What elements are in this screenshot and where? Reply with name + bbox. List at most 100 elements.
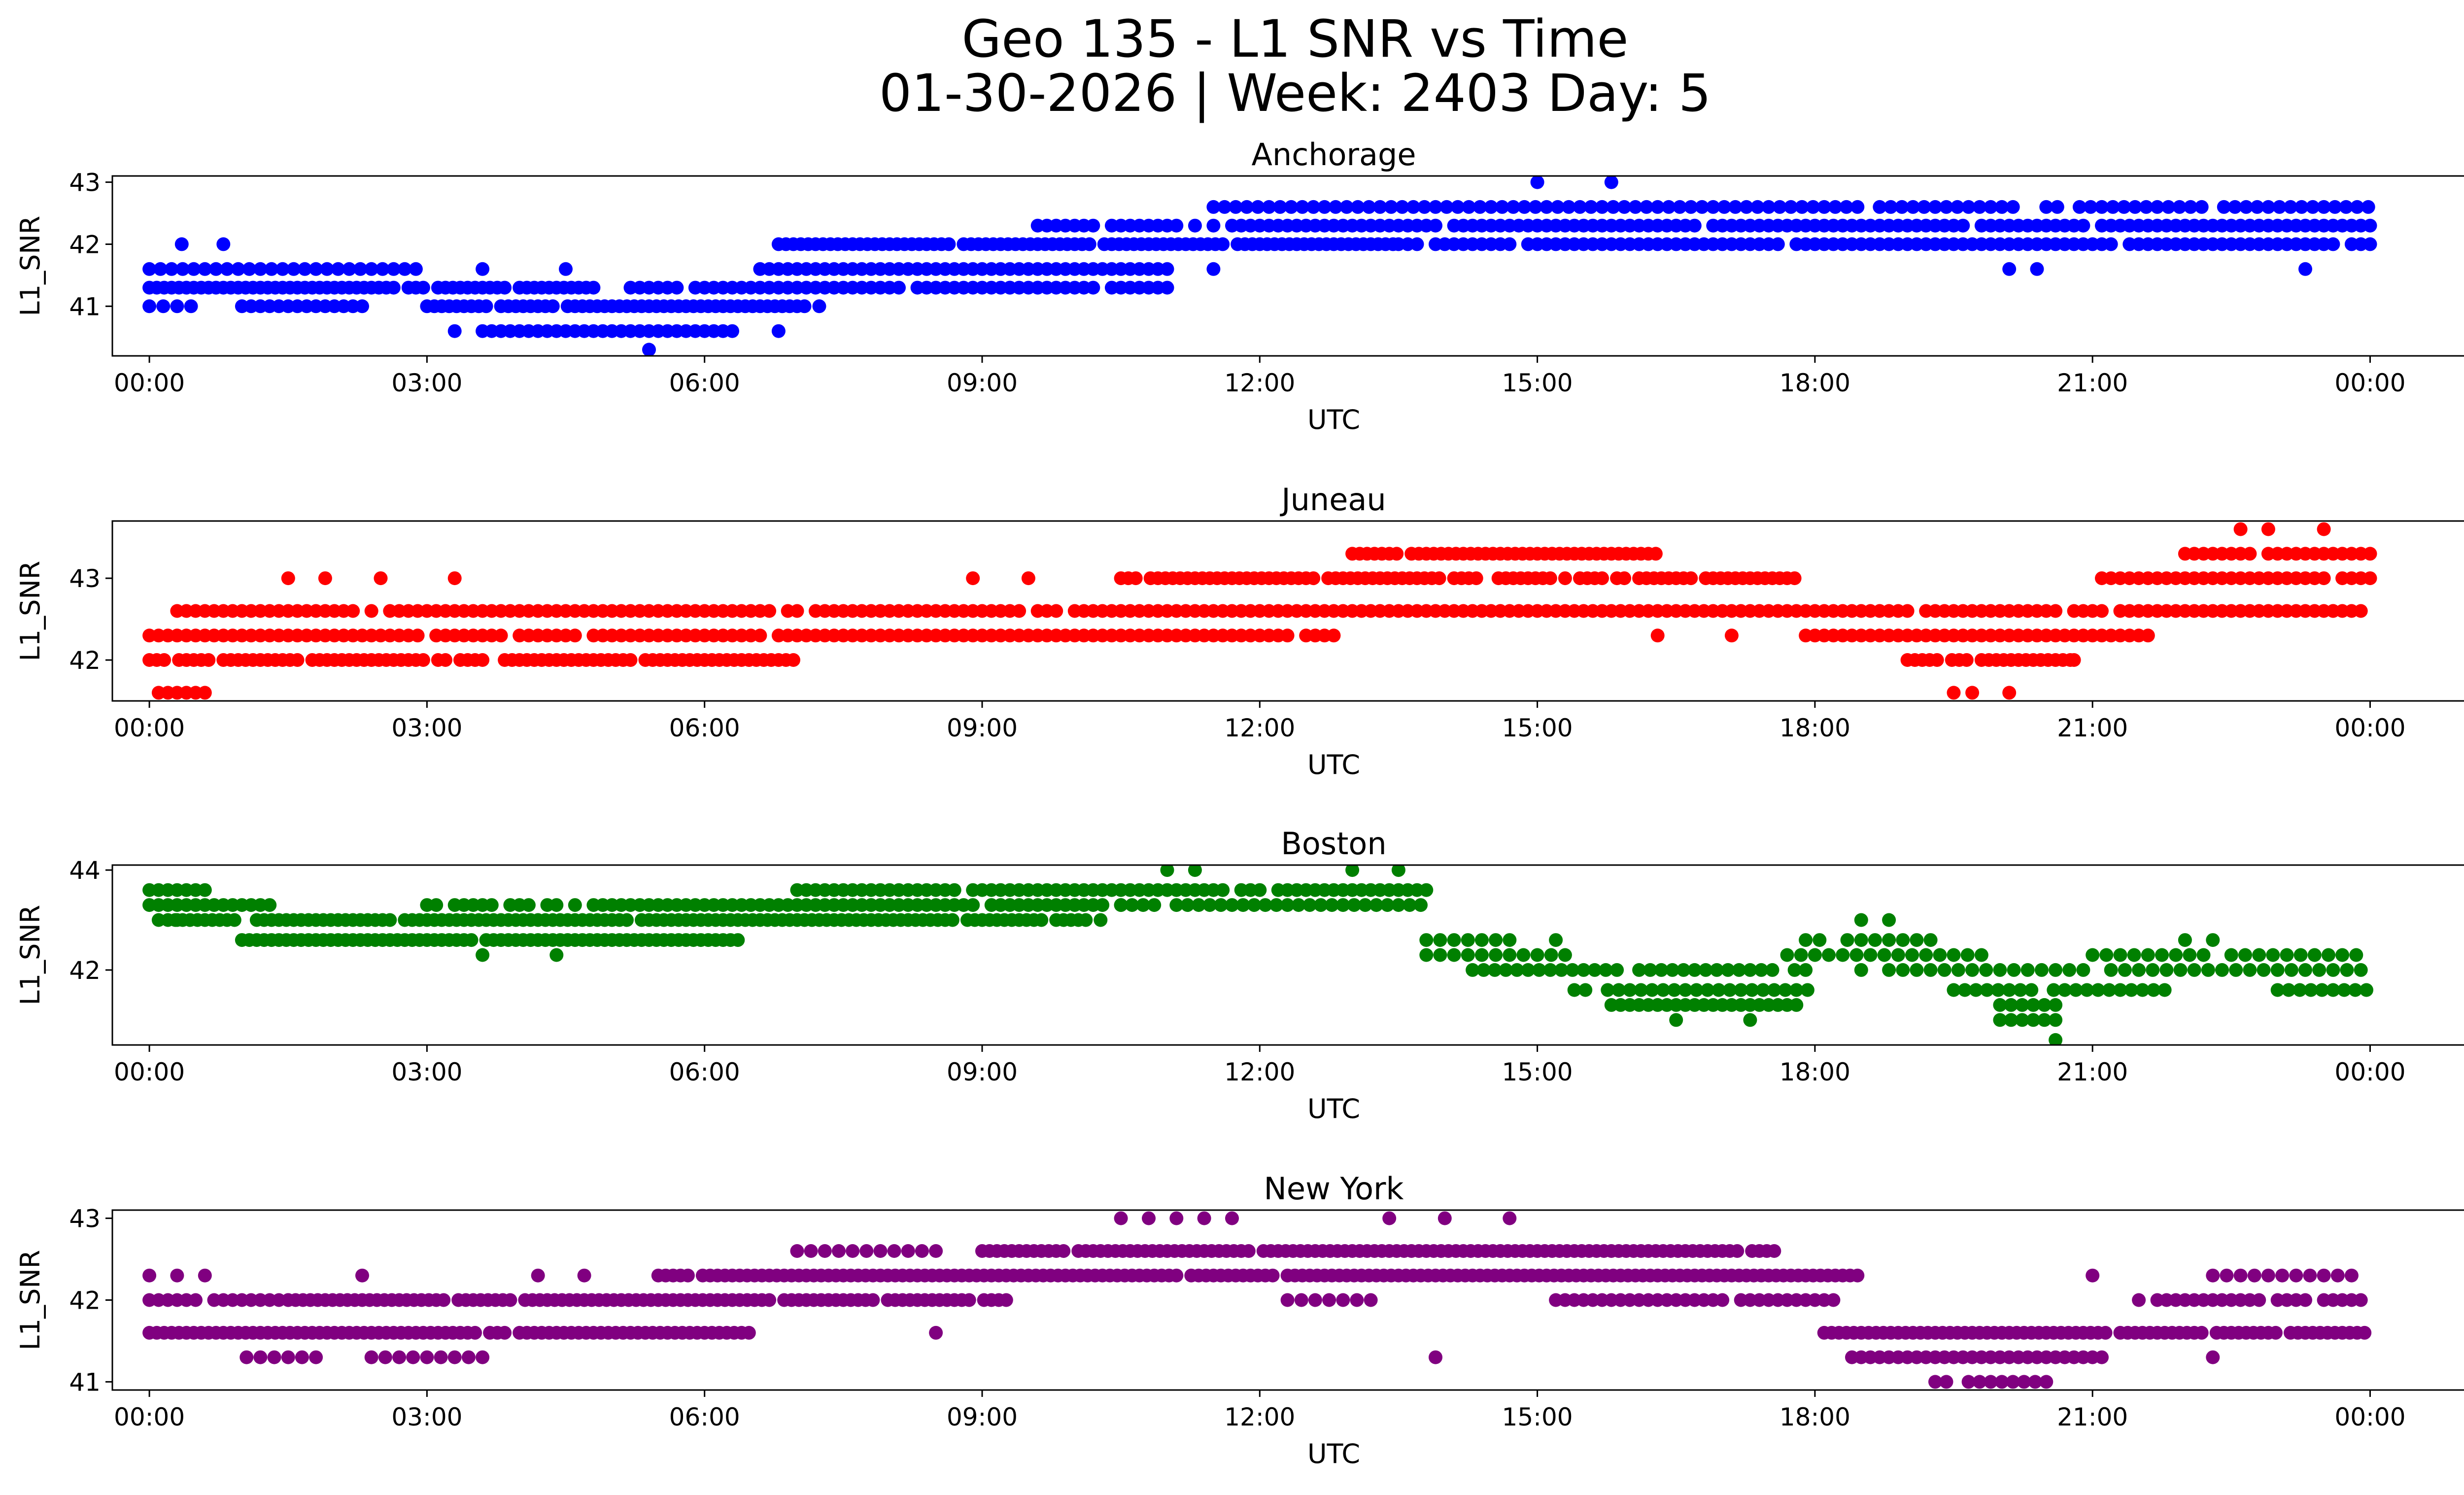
x-tick-label: 00:00 [114, 1058, 185, 1086]
data-point [2172, 200, 2187, 214]
data-point [1588, 963, 1602, 977]
data-point [1723, 983, 1737, 997]
data-point [1192, 898, 1206, 912]
data-point [1439, 200, 1454, 214]
data-point [1160, 262, 1174, 276]
data-point [170, 1268, 184, 1283]
y-axis-label: L1_SNR [15, 561, 46, 661]
data-point [915, 1244, 929, 1258]
data-point [2095, 200, 2109, 214]
subplot-boston: Boston 00:00 03:00 06:00 09:00 12:00 15:00 18:0… [15, 826, 2464, 1124]
data-point [725, 324, 739, 338]
data-point [2243, 963, 2257, 977]
data-point [2233, 1268, 2248, 1283]
data-point [2298, 262, 2312, 276]
data-point [2358, 1325, 2372, 1340]
data-point [1850, 1268, 1865, 1283]
x-tick-label: 15:00 [1502, 1058, 1573, 1086]
data-point [1836, 948, 1850, 962]
data-point [1202, 898, 1217, 912]
data-point [2247, 1268, 2261, 1283]
data-point [2028, 1375, 2042, 1389]
data-point [1628, 200, 1643, 214]
data-point [901, 1244, 915, 1258]
data-point [1469, 571, 1483, 586]
data-point [464, 933, 479, 947]
data-point [1632, 963, 1646, 977]
data-point [2102, 983, 2116, 997]
data-point [240, 1350, 254, 1364]
data-point [1229, 200, 1243, 214]
data-point [1896, 963, 1910, 977]
x-tick-label: 00:00 [2334, 1058, 2405, 1086]
data-point [762, 1293, 777, 1307]
data-point [521, 898, 536, 912]
data-point [1650, 200, 1665, 214]
y-tick-label: 42 [69, 1286, 101, 1315]
data-point [2132, 963, 2146, 977]
data-point [1787, 963, 1802, 977]
x-tick-label: 18:00 [1780, 1403, 1850, 1431]
data-point [1756, 983, 1770, 997]
data-point [2006, 200, 2020, 214]
data-point [1771, 237, 1785, 251]
data-point [1384, 200, 1398, 214]
data-point [2328, 200, 2342, 214]
data-point [1147, 898, 1162, 912]
data-point [2039, 200, 2053, 214]
data-point [1965, 963, 1980, 977]
data-point [568, 628, 582, 643]
data-point [2007, 963, 2021, 977]
data-point [2363, 571, 2377, 586]
data-point [353, 262, 368, 276]
x-tick-label: 09:00 [947, 1058, 1018, 1086]
data-point [642, 343, 656, 356]
data-point [231, 262, 245, 276]
data-point [2037, 998, 2052, 1012]
plot-frame [111, 175, 2464, 357]
data-point [1306, 200, 1321, 214]
data-point [1206, 200, 1221, 214]
subplot-new-york: New York 00:00 03:00 06:00 09:00 12:00 15:00 18… [15, 1171, 2464, 1469]
data-point [1473, 200, 1487, 214]
data-point [1373, 200, 1387, 214]
data-point [1351, 200, 1365, 214]
data-point [1327, 628, 1341, 643]
y-axis-label: L1_SNR [15, 216, 46, 316]
data-point [846, 1244, 860, 1258]
data-point [468, 1325, 482, 1340]
data-point [1462, 200, 1476, 214]
data-point [2335, 948, 2350, 962]
data-point [2039, 1375, 2053, 1389]
data-point [1840, 933, 1854, 947]
data-point [2339, 200, 2353, 214]
data-point [309, 262, 323, 276]
x-tick-label: 15:00 [1502, 714, 1573, 742]
data-point [2159, 963, 2174, 977]
x-tick-label: 18:00 [1780, 1058, 1850, 1086]
data-point [1701, 983, 1715, 997]
data-point [771, 324, 786, 338]
data-point [787, 653, 800, 667]
data-point [1499, 963, 1513, 977]
data-point [1684, 200, 1698, 214]
data-point [346, 604, 360, 618]
data-point [1461, 948, 1475, 962]
data-points [142, 176, 2377, 356]
data-point [2228, 200, 2242, 214]
data-point [1554, 963, 1569, 977]
data-point [1734, 983, 1748, 997]
data-point [2348, 983, 2362, 997]
data-point [1656, 983, 1670, 997]
data-point [1710, 963, 1724, 977]
data-point [1930, 653, 1944, 667]
data-point [1643, 963, 1657, 977]
data-point [1306, 571, 1321, 586]
data-point [1601, 983, 1615, 997]
data-point [1142, 1211, 1156, 1225]
data-point [866, 1293, 880, 1307]
data-point [2002, 262, 2017, 276]
data-point [2303, 1268, 2317, 1283]
data-point [1854, 963, 1868, 977]
data-point [832, 1244, 846, 1258]
